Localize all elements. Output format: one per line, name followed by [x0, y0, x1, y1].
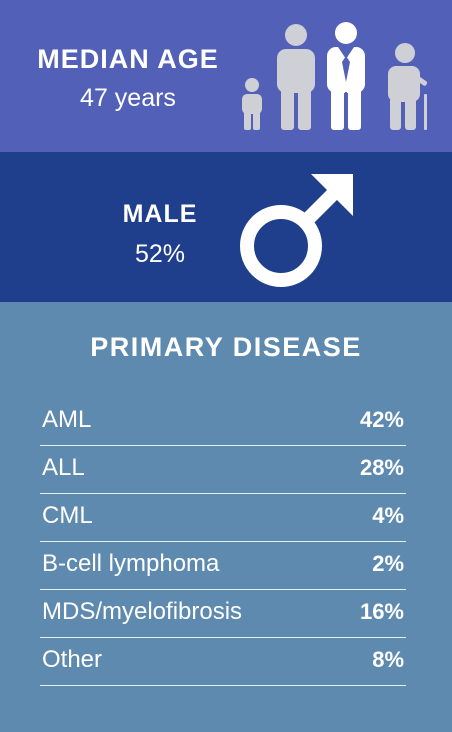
disease-name: MDS/myelofibrosis	[42, 597, 243, 625]
disease-name: CML	[42, 501, 93, 529]
disease-percent: 4%	[372, 502, 404, 528]
disease-percent: 28%	[359, 454, 404, 480]
disease-name: B-cell lymphoma	[42, 549, 220, 577]
median-age-value: 47 years	[80, 84, 176, 112]
median-age-title: MEDIAN AGE	[37, 44, 219, 74]
male-title: MALE	[122, 200, 198, 228]
primary-disease-title: PRIMARY DISEASE	[90, 332, 362, 362]
table-row: MDS/myelofibrosis 16%	[40, 590, 406, 638]
disease-name: Other	[42, 645, 103, 673]
table-row: Other 8%	[40, 638, 406, 686]
table-row: AML 42%	[40, 398, 406, 446]
male-value: 52%	[134, 240, 186, 268]
disease-percent: 42%	[359, 406, 404, 432]
disease-name: ALL	[42, 453, 85, 481]
disease-percent: 8%	[372, 646, 404, 672]
table-row: ALL 28%	[40, 446, 406, 494]
primary-disease-panel: PRIMARY DISEASE AML 42% ALL 28% CML 4% B…	[0, 302, 452, 732]
disease-percent: 2%	[372, 550, 404, 576]
male-panel: MALE 52%	[0, 152, 452, 302]
disease-percent: 16%	[359, 598, 404, 624]
table-row: B-cell lymphoma 2%	[40, 542, 406, 590]
table-row: CML 4%	[40, 494, 406, 542]
disease-table: AML 42% ALL 28% CML 4% B-cell lymphoma 2…	[40, 398, 406, 686]
age-group-people-icon	[242, 22, 428, 130]
median-age-panel: MEDIAN AGE 47 years	[0, 0, 452, 152]
disease-name: AML	[42, 405, 92, 433]
male-symbol-icon	[240, 174, 353, 287]
